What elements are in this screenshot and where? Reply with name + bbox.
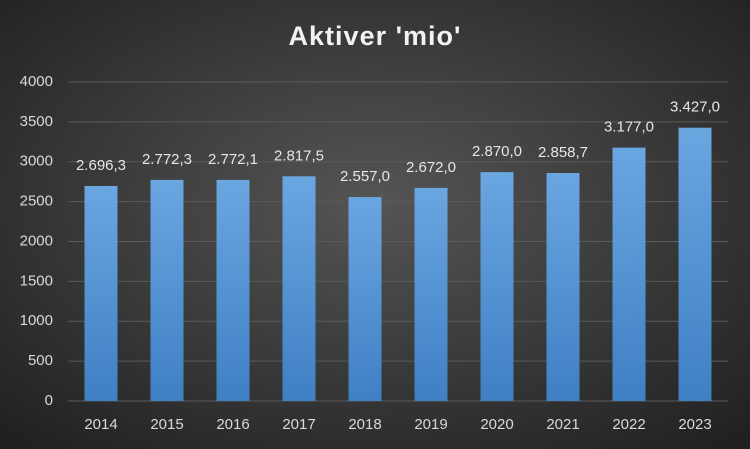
bar bbox=[480, 172, 514, 401]
x-tick-label: 2022 bbox=[612, 416, 645, 433]
x-tick-label: 2019 bbox=[414, 416, 447, 433]
bar bbox=[414, 187, 448, 401]
value-label: 2.557,0 bbox=[340, 168, 390, 185]
y-tick-label: 0 bbox=[45, 392, 53, 409]
x-tick-label: 2015 bbox=[150, 416, 183, 433]
value-label: 2.672,0 bbox=[406, 159, 456, 176]
y-tick-label: 500 bbox=[28, 352, 53, 369]
bar bbox=[348, 197, 382, 401]
value-label: 2.858,7 bbox=[538, 144, 588, 161]
y-tick-label: 3000 bbox=[20, 153, 53, 170]
value-label: 3.427,0 bbox=[670, 99, 720, 116]
y-tick-label: 2000 bbox=[20, 232, 53, 249]
bar bbox=[282, 176, 316, 401]
chart-title: Aktiver 'mio' bbox=[289, 21, 462, 51]
x-tick-label: 2021 bbox=[546, 416, 579, 433]
value-label: 2.817,5 bbox=[274, 147, 324, 164]
bar bbox=[84, 185, 118, 401]
y-tick-label: 1000 bbox=[20, 312, 53, 329]
y-tick-label: 4000 bbox=[20, 73, 53, 90]
value-label: 3.177,0 bbox=[604, 119, 654, 136]
x-tick-label: 2023 bbox=[678, 416, 711, 433]
x-tick-label: 2017 bbox=[282, 416, 315, 433]
value-label: 2.696,3 bbox=[76, 157, 126, 174]
x-tick-label: 2018 bbox=[348, 416, 381, 433]
bar bbox=[612, 147, 646, 401]
x-tick-label: 2016 bbox=[216, 416, 249, 433]
x-tick-label: 2020 bbox=[480, 416, 513, 433]
y-tick-label: 1500 bbox=[20, 272, 53, 289]
value-label: 2.772,3 bbox=[142, 151, 192, 168]
bar bbox=[546, 173, 580, 401]
x-tick-label: 2014 bbox=[84, 416, 117, 433]
value-label: 2.870,0 bbox=[472, 143, 522, 160]
bar bbox=[216, 179, 250, 401]
bar bbox=[678, 127, 712, 401]
y-tick-label: 3500 bbox=[20, 113, 53, 130]
value-label: 2.772,1 bbox=[208, 151, 258, 168]
y-tick-label: 2500 bbox=[20, 193, 53, 210]
bar bbox=[150, 179, 184, 401]
